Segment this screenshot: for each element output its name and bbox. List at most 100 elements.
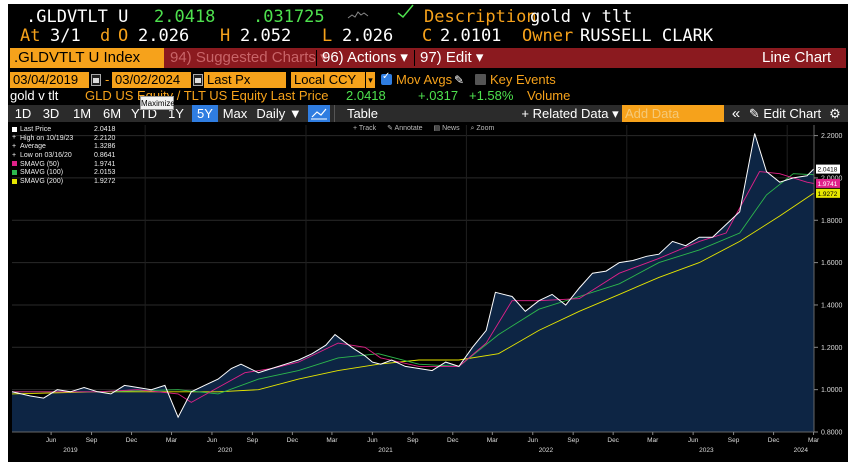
calendar-icon[interactable] [193, 74, 203, 86]
price-field-select[interactable]: Last Px [204, 72, 286, 88]
date-range-row: 03/04/2019 - 03/02/2024 Last Px Local CC… [8, 71, 848, 88]
key-events-label[interactable]: Key Events [490, 72, 556, 87]
quote-header: .GLDVTLT U 2.0418 .031725 Description go… [8, 4, 848, 27]
legend-item: SMAVG (200) 1.9272 [12, 178, 115, 187]
x-tick-label: Sep [86, 437, 98, 444]
chart-toolbar: 1D 3D 1M 6M YTD 1Y 5Y Max Daily ▼ Table … [8, 105, 848, 122]
legend-swatch [12, 170, 17, 176]
last-value-tag [816, 164, 840, 174]
x-tick-label: Sep [407, 437, 419, 444]
collapse-icon[interactable]: « [731, 105, 741, 122]
edit-menu[interactable]: 97) Edit ▾ [420, 49, 484, 66]
suggested-charts-menu[interactable]: 94) Suggested Charts ▾ [170, 49, 328, 66]
net-change: .031725 [253, 7, 325, 27]
end-date-input[interactable]: 03/02/2024 [112, 72, 191, 88]
security-index-field[interactable]: .GLDVTLT U Index [10, 48, 164, 68]
legend-value: 2.2120 [94, 134, 116, 142]
legend-value: 1.9272 [94, 178, 116, 186]
key-events-checkbox[interactable] [475, 74, 486, 85]
y-tick-label: 0.8000 [821, 430, 843, 437]
legend-label: Last Price [20, 126, 52, 133]
x-tick-label: Dec [768, 437, 780, 444]
add-data-input[interactable]: Add Data [622, 105, 724, 122]
description-value: gold v tlt [530, 7, 633, 27]
open-value: 2.026 [138, 26, 190, 46]
period-1m-button[interactable]: 1M [72, 106, 92, 121]
legend-swatch [12, 178, 17, 184]
x-tick-label: Sep [247, 437, 259, 444]
table-button[interactable]: Table [334, 105, 390, 122]
price-area [12, 133, 814, 432]
description-label: Description [424, 7, 537, 27]
pencil-icon[interactable]: ✎ [454, 73, 465, 87]
last-value-tag-label: 1.9741 [818, 181, 838, 188]
legend-value: 1.9741 [94, 160, 116, 168]
legend-item: SMAVG (50) 1.9741 [12, 160, 115, 170]
owner-label: Owner [522, 26, 574, 46]
y-tick-label: 2.2000 [821, 133, 843, 140]
chart-type-title: Line Chart [762, 49, 832, 66]
related-data-menu[interactable]: + Related Data ▾ [521, 106, 619, 121]
legend-label: SMAVG (50) [20, 160, 60, 168]
owner-value: RUSSELL CLARK [580, 26, 714, 46]
x-tick-label: Sep [567, 437, 579, 444]
zoom-tool[interactable]: ⌕ Zoom [470, 125, 495, 132]
legend-label: SMAVG (100) [20, 169, 64, 177]
plus-marker-icon: + [12, 151, 17, 159]
edit-chart-button[interactable]: ✎ Edit Chart [748, 106, 822, 121]
actions-menu[interactable]: 96) Actions ▾ [322, 49, 408, 66]
high-value: 2.052 [240, 26, 292, 46]
last-value-tag [816, 178, 840, 188]
series-line-smavg-100- [12, 173, 814, 395]
chart-style-icon[interactable] [308, 105, 330, 122]
series-name: gold v tlt [10, 88, 59, 103]
y-tick-label: 1.6000 [821, 260, 843, 267]
chart-helper-tools: + Track ✎ Annotate ▤ News ⌕ Zoom [353, 124, 503, 133]
legend-label: High on 10/19/23 [20, 134, 74, 142]
mov-avgs-checkbox[interactable] [381, 71, 392, 85]
period-max-button[interactable]: Max [222, 106, 248, 121]
currency-select[interactable]: Local CCY [291, 72, 365, 88]
x-tick-label: Sep [728, 437, 740, 444]
x-year-label: 2019 [63, 447, 78, 454]
legend-value: 2.0418 [94, 126, 116, 133]
y-tick-label: 1.0000 [821, 387, 843, 394]
last-price: 2.0418 [154, 7, 216, 27]
divider [316, 50, 317, 66]
ticker[interactable]: .GLDVTLT U [26, 7, 129, 27]
security-row: gold v tlt GLD US Equity / TLT US Equity… [8, 88, 848, 104]
legend-label: Average [20, 143, 46, 151]
settings-gear-icon[interactable]: ⚙ [829, 106, 841, 121]
chart-area[interactable]: 0.80001.00001.20001.40001.60001.80002.00… [8, 122, 848, 462]
ohlc-row: At 3/1 d O 2.026 H 2.052 L 2.026 C 2.010… [8, 26, 848, 46]
period-5y-button[interactable]: 5Y [192, 105, 218, 122]
legend-swatch [12, 126, 17, 132]
track-tool[interactable]: + Track [353, 125, 377, 132]
x-tick-label: Mar [166, 437, 178, 444]
start-date-input[interactable]: 03/04/2019 [10, 72, 89, 88]
x-tick-label: Jun [367, 437, 378, 444]
last-value-tag-label: 2.0418 [818, 167, 838, 174]
series-expression: GLD US Equity / TLT US Equity Last Price [85, 88, 329, 103]
plus-marker-icon: + [12, 143, 17, 151]
low-value: 2.026 [342, 26, 394, 46]
series-last: 2.0418 [346, 88, 386, 103]
series-line-last-price [11, 133, 814, 419]
annotate-tool[interactable]: ✎ Annotate [387, 125, 423, 132]
y-tick-label: 1.2000 [821, 345, 843, 352]
chevron-down-icon[interactable]: ▾ [366, 72, 375, 88]
news-tool[interactable]: ▤ News [433, 125, 460, 132]
x-year-label: 2022 [539, 447, 554, 454]
period-1d-button[interactable]: 1D [14, 106, 32, 121]
period-6m-button[interactable]: 6M [102, 106, 122, 121]
x-tick-label: Jun [46, 437, 57, 444]
frequency-select[interactable]: Daily ▼ [256, 106, 302, 121]
period-3d-button[interactable]: 3D [42, 106, 60, 121]
series-pct-change: +1.58% [469, 88, 514, 103]
mov-avgs-label[interactable]: Mov Avgs [396, 72, 453, 87]
terminal-window: .GLDVTLT U 2.0418 .031725 Description go… [8, 4, 848, 462]
legend-value: 1.3286 [94, 143, 116, 151]
calendar-icon[interactable] [91, 74, 101, 86]
line-chart[interactable]: 0.80001.00001.20001.40001.60001.80002.00… [8, 122, 848, 462]
legend-item: SMAVG (100) 2.0153 [12, 169, 115, 178]
